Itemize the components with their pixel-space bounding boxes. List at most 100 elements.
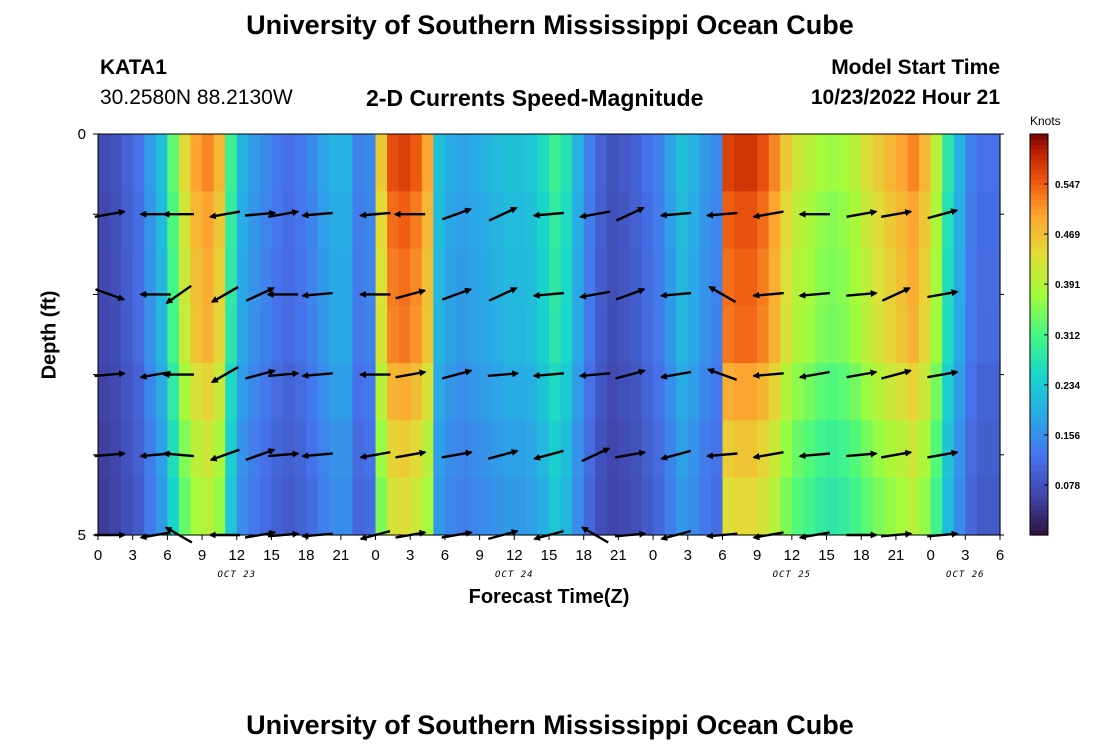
heatmap-cell — [641, 191, 654, 250]
heatmap-cell — [514, 134, 527, 192]
heatmap-cell — [838, 134, 851, 192]
colorbar-swatch — [1030, 394, 1048, 401]
heatmap-cell — [109, 305, 122, 364]
heatmap-cell — [942, 363, 955, 422]
colorbar-swatch — [1030, 209, 1048, 215]
heatmap-cell — [259, 420, 273, 479]
heatmap-cell — [919, 248, 932, 307]
heatmap-cell — [965, 248, 978, 307]
heatmap-cell — [421, 305, 434, 364]
x-tick-label: 15 — [818, 547, 835, 564]
current-vector-arrow — [94, 450, 126, 458]
heatmap-cell — [155, 477, 168, 536]
colorbar-tick-label: 0.547 — [1055, 180, 1080, 191]
heatmap-cell — [537, 191, 550, 250]
heatmap-cell — [525, 191, 539, 250]
heatmap-cell — [976, 420, 990, 479]
heatmap-cell — [942, 420, 955, 479]
heatmap-cell — [283, 305, 296, 364]
colorbar-tick-label: 0.078 — [1055, 481, 1080, 492]
heatmap-cell — [907, 305, 920, 364]
current-vector-arrow — [165, 284, 192, 304]
heatmap-cell — [236, 305, 249, 364]
heatmap-cell — [734, 191, 747, 250]
heatmap-cell — [572, 191, 585, 250]
heatmap-cell — [352, 477, 365, 536]
heatmap-cell — [895, 191, 909, 250]
heatmap-cell — [144, 248, 157, 307]
heatmap-cell — [109, 420, 122, 479]
heatmap-cell — [722, 420, 735, 479]
heatmap-cell — [167, 191, 180, 250]
current-vector-arrow — [798, 291, 831, 299]
heatmap-cell — [699, 305, 712, 364]
current-vector-arrow — [927, 369, 959, 379]
current-vector-arrow — [579, 290, 611, 300]
heatmap-cell — [699, 191, 712, 250]
heatmap-cell — [757, 305, 770, 364]
heatmap-cell — [606, 477, 619, 536]
heatmap-cell — [190, 477, 203, 536]
heatmap-cell — [618, 305, 631, 364]
colorbar-swatch — [1030, 309, 1048, 316]
heatmap-cell — [826, 363, 839, 422]
heatmap-cell — [444, 305, 458, 364]
colorbar-swatch — [1030, 519, 1048, 526]
heatmap-cell — [676, 134, 689, 192]
heatmap-cell — [791, 305, 805, 364]
colorbar-swatch — [1030, 164, 1048, 170]
heatmap-cell — [294, 305, 307, 364]
current-vector-arrow — [752, 371, 784, 379]
heatmap-cell — [722, 134, 735, 192]
colorbar-swatch — [1030, 514, 1048, 521]
current-vector-arrow — [441, 449, 473, 459]
heatmap-cell — [132, 305, 145, 364]
heatmap-cell — [502, 134, 515, 192]
current-vector-arrow — [487, 370, 520, 378]
heatmap-cell — [178, 248, 192, 307]
heatmap-cell — [294, 477, 307, 536]
heatmap-cell — [225, 477, 238, 536]
current-vector-arrow — [927, 208, 959, 220]
heatmap-cell — [444, 191, 458, 250]
heatmap-cell — [340, 134, 354, 192]
heatmap-cell — [491, 363, 504, 422]
heatmap-cell — [444, 477, 458, 536]
heatmap-cell — [479, 420, 492, 479]
heatmap-cell — [317, 191, 330, 250]
colorbar-swatch — [1030, 529, 1048, 536]
current-vector-arrow — [881, 368, 912, 380]
current-vector-arrow — [359, 451, 391, 460]
heatmap-cell — [502, 248, 515, 307]
colorbar-swatch — [1030, 399, 1048, 406]
heatmap-cell — [549, 420, 562, 479]
x-tick-label: 0 — [371, 547, 379, 564]
heatmap-cell — [757, 134, 770, 192]
colorbar-swatch — [1030, 249, 1048, 255]
heatmap-cell — [259, 248, 273, 307]
heatmap-cell — [734, 305, 747, 364]
heatmap-cell — [283, 420, 296, 479]
current-vector-arrow — [881, 287, 911, 302]
heatmap-cell — [664, 477, 677, 536]
heatmap-cell — [757, 477, 770, 536]
current-vector-arrow — [245, 368, 276, 380]
heatmap-cell — [456, 477, 469, 536]
heatmap-cell — [259, 477, 273, 536]
heatmap-cell — [202, 305, 215, 364]
current-vector-arrow — [209, 448, 240, 462]
heatmap-cell — [583, 363, 596, 422]
heatmap-cell — [491, 477, 504, 536]
heatmap-cell — [525, 134, 539, 192]
heatmap-cell — [329, 305, 342, 364]
colorbar-swatch — [1030, 224, 1048, 230]
heatmap-cell — [953, 191, 966, 250]
x-tick-label: 0 — [94, 547, 102, 564]
heatmap-cell — [109, 477, 122, 536]
heatmap-cell — [930, 248, 943, 307]
heatmap-cell — [479, 134, 492, 192]
heatmap-cell — [895, 305, 909, 364]
heatmap-cell — [734, 477, 747, 536]
heatmap-cell — [826, 420, 839, 479]
heatmap-cell — [895, 477, 909, 536]
